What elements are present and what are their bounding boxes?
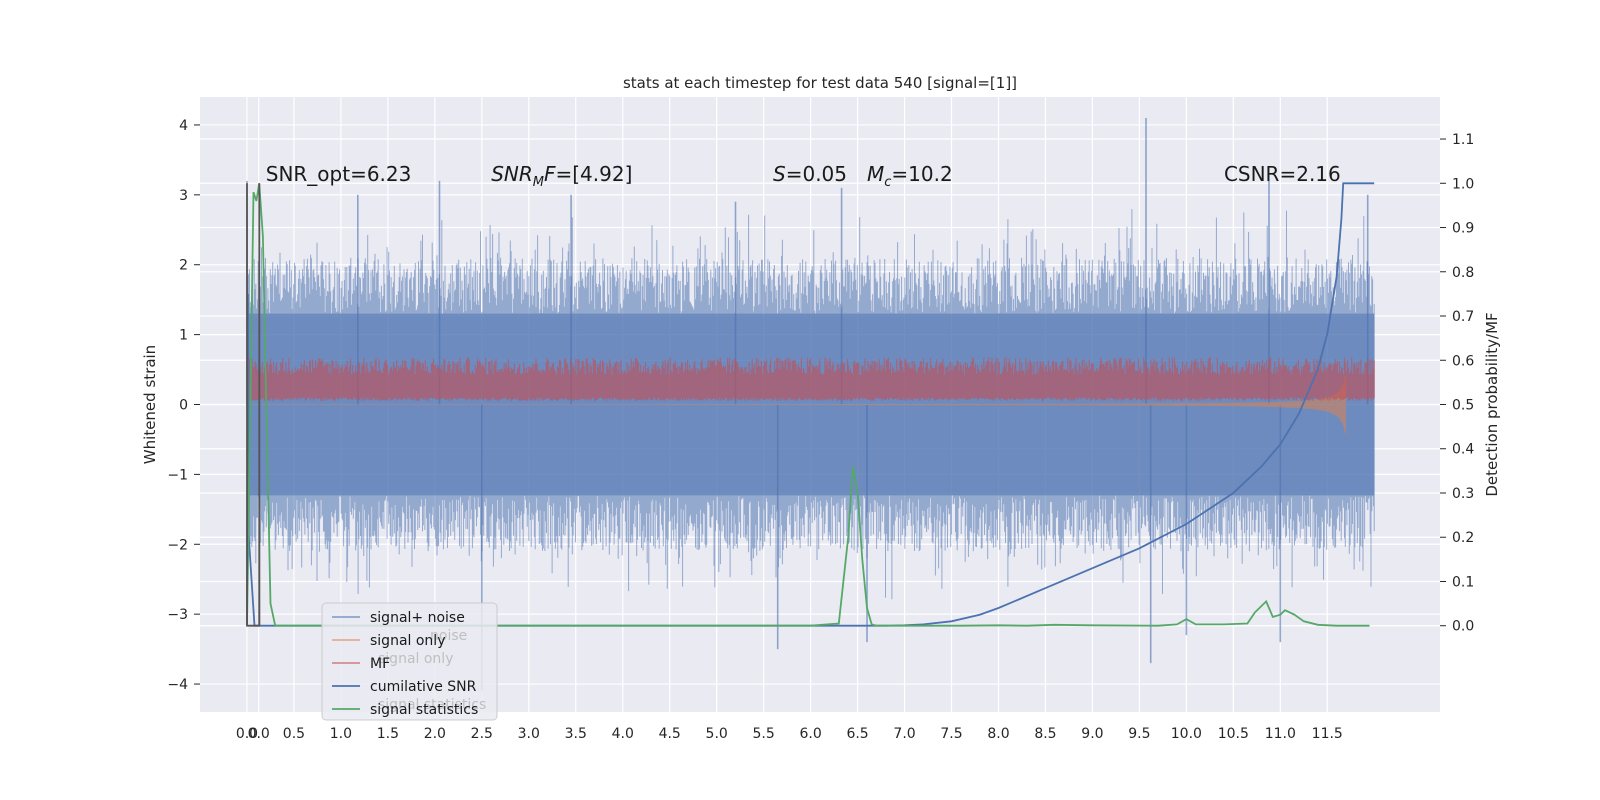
y-left-tick-label: −3 (167, 607, 188, 623)
x-tick-label: 0.0 (248, 726, 270, 742)
series-detection-marker (246, 183, 261, 627)
x-tick-label: 5.0 (706, 726, 728, 742)
x-tick-label: 10.5 (1218, 726, 1249, 742)
y-left-tick-label: 4 (179, 118, 188, 134)
x-tick-label: 11.0 (1265, 726, 1296, 742)
legend-ghost-label: signal statistics (378, 697, 486, 713)
legend-ghost-label: noise (430, 628, 467, 644)
x-tick-label: 4.0 (612, 726, 634, 742)
y-right-tick-label: 0.0 (1452, 619, 1474, 635)
x-tick-label: 0.0 (236, 726, 258, 742)
y-right-tick-label: 0.5 (1452, 398, 1474, 414)
y-left-tick-label: 3 (179, 188, 188, 204)
annotation-text: S=0.05 (773, 162, 847, 186)
annotation-text: SNRMF=[4.92] (491, 162, 632, 190)
series-signal-only (247, 373, 1347, 436)
x-tick-label: 3.5 (565, 726, 587, 742)
y-left-tick-label: −2 (167, 537, 188, 553)
legend-label: cumilative SNR (370, 679, 477, 695)
y-right-tick-label: 0.8 (1452, 265, 1474, 281)
x-tick-label: 6.5 (846, 726, 868, 742)
x-axis-ticks: 0.00.0 0.5 1.0 1.5 2.0 2.5 3.0 3.5 4.0 4.5 5.0 5.5 6… (236, 726, 1343, 742)
x-tick-label: 4.5 (659, 726, 681, 742)
annotations: SNR_opt=6.23 SNRMF=[4.92] S=0.05 Mc=10.2 CSN… (266, 162, 1341, 190)
y-left-tick-label: 0 (179, 398, 188, 414)
legend-label: MF (370, 656, 390, 672)
x-tick-label: 1.0 (330, 726, 352, 742)
x-tick-label: 7.5 (940, 726, 962, 742)
x-tick-label: 9.0 (1081, 726, 1103, 742)
x-tick-label: 3.0 (518, 726, 540, 742)
y-left-tick-label: −4 (167, 677, 188, 693)
x-tick-label: 5.5 (753, 726, 775, 742)
y-left-axis-ticks: −4 −3 −2 −1 0 1 2 3 4 (167, 118, 200, 693)
x-tick-label: 1.5 (377, 726, 399, 742)
series-signal-statistics (246, 183, 1370, 627)
legend-label: signal statistics (370, 702, 478, 718)
x-tick-label: 9.5 (1128, 726, 1150, 742)
y-left-tick-label: 2 (179, 258, 188, 274)
x-tick-label: 8.0 (987, 726, 1009, 742)
x-tick-label: 10.0 (1171, 726, 1202, 742)
legend-ghost-label: signal only (378, 651, 453, 667)
legend-label: signal+ noise (370, 610, 465, 626)
y-right-tick-label: 0.1 (1452, 574, 1474, 590)
y-left-axis-title: Whitened strain (141, 345, 159, 464)
y-right-tick-label: 0.3 (1452, 486, 1474, 502)
y-right-axis-title: Detection probability/MF (1483, 312, 1501, 496)
y-right-tick-label: 1.1 (1452, 132, 1474, 148)
y-right-tick-label: 0.7 (1452, 309, 1474, 325)
y-right-tick-label: 0.4 (1452, 442, 1474, 458)
legend-label: signal only (370, 633, 445, 649)
x-tick-label: 0.5 (283, 726, 305, 742)
annotation-text: SNR_opt=6.23 (266, 162, 412, 186)
y-right-tick-label: 0.9 (1452, 221, 1474, 237)
legend-box (321, 602, 498, 721)
x-tick-label: 8.5 (1034, 726, 1056, 742)
chart-title: stats at each timestep for test data 540… (623, 74, 1017, 92)
annotation-text: CSNR=2.16 (1224, 162, 1341, 186)
x-tick-label: 2.5 (471, 726, 493, 742)
x-tick-label: 11.5 (1312, 726, 1343, 742)
y-right-axis-ticks: 0.0 0.1 0.2 0.3 0.4 0.5 0.6 0.7 0.8 0.9 1.0 1.1 (1440, 132, 1474, 635)
x-tick-label: 6.0 (799, 726, 821, 742)
annotation-text: Mc=10.2 (867, 162, 953, 190)
y-right-tick-label: 0.6 (1452, 353, 1474, 369)
y-left-tick-label: −1 (167, 467, 188, 483)
y-left-tick-label: 1 (179, 328, 188, 344)
plot-series (246, 118, 1375, 691)
x-tick-label: 2.0 (424, 726, 446, 742)
y-right-tick-label: 0.2 (1452, 530, 1474, 546)
x-tick-label: 7.0 (893, 726, 915, 742)
y-right-tick-label: 1.0 (1452, 176, 1474, 192)
